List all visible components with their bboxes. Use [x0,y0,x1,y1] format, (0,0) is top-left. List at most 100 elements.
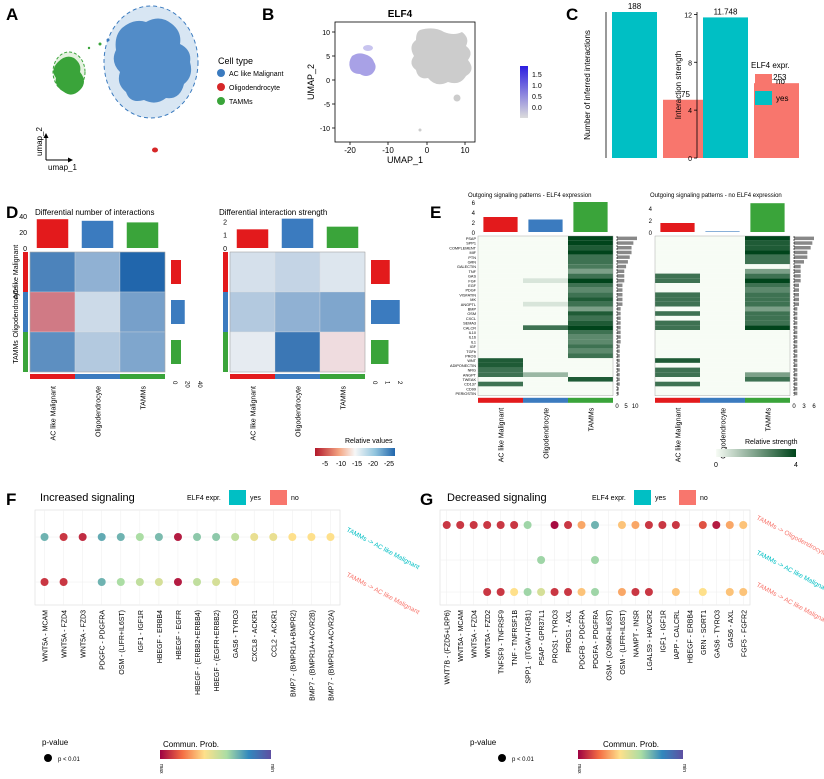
b-y-ticks: 10 5 0 -5 -10 [320,30,335,133]
legend-swatch [755,74,772,88]
dot [510,521,519,529]
heatmap-cell [568,306,613,312]
pathway-label: PROS [465,354,476,358]
dot [483,588,492,596]
heatmap-cell [700,330,745,335]
e-scale-title: Relative strength [745,439,798,446]
heatmap-cell [655,268,700,274]
heatmap-cell [478,377,523,382]
pathway-label: CXCL [466,317,476,321]
heatmap-cell [523,391,568,396]
heatmap-cell [478,325,523,330]
heatmap-frame [654,235,791,397]
g-legend-no: no [700,495,708,502]
heatmap-cell [568,301,613,307]
ac-malignant-cluster [113,18,192,103]
col-sum-bar [660,223,695,232]
heatmap-cell [523,245,568,251]
pair-label: GRN - SORT1 [701,610,708,655]
row-sum-bar [617,321,621,325]
pair-label: CXCL8 - ACKR1 [252,610,259,662]
heatmap-cell [655,391,700,396]
row-sum-bar [617,278,625,283]
heatmap-cell [568,330,613,335]
heatmap-cell [655,287,700,293]
heatmap-cell [568,297,613,302]
col-color-strip [120,374,165,379]
side-tick-label: 6 [812,404,816,410]
pathway-label: ANGPT [463,373,477,377]
top-tick-label: 2 [223,219,227,226]
row-label: TAMMs -> AC like Malignant [345,572,421,617]
bar-chart-strength: Interaction strength 11.748 6.253 0 4 8 12 [674,7,799,163]
pair-label: HBEGF - ERBB4 [157,610,164,663]
heatmap-cell [523,330,568,335]
pair-label: BMP7 - (BMPR1A+BMPR2) [290,610,297,697]
heatmap-cell [523,339,568,345]
heatmap-cell [478,287,523,293]
heatmap-cell [478,344,523,349]
row-sum-bar [794,340,798,344]
heatmap-cell [655,372,700,377]
row-color-strip [223,332,228,372]
colorbar-tick-label: 0.0 [532,105,542,112]
heatmap-cell [523,278,568,283]
heatmap-cell [478,386,523,392]
colorbar-tick-label: 1.5 [532,72,542,79]
g-prob-min: min [681,764,687,772]
row-sum-bar [617,311,621,316]
col-color-strip [568,397,613,403]
row-sum-bar [617,246,632,250]
x-tick-label: -20 [344,146,356,155]
heatmap-cell [745,344,790,349]
heatmap-cell [478,339,523,345]
heatmap-cell [745,391,790,396]
dot [496,521,505,529]
heatmap-cell [655,325,700,330]
col-sum-bar [750,203,785,232]
row-label: TAMMs [13,340,20,364]
heatmap-cell [568,259,613,265]
heatmap-cell [568,245,613,251]
tamms-cluster [53,56,84,95]
dot [456,521,465,529]
heatmap-cell [74,291,121,333]
heatmap-cell [655,386,700,392]
heatmap-cell [74,251,121,293]
col-label: TAMMs [766,407,773,431]
col-color-strip [745,397,790,403]
row-sum-bar [794,387,798,391]
pathway-label: IL10 [469,331,476,335]
heatmap-cell [523,273,568,279]
heatmap-cell [745,301,790,307]
side-tick-label: 3 [802,404,806,410]
pathway-label: CD99 [466,387,476,391]
heatmap-cell [478,264,523,269]
heatmap-cell [568,358,613,363]
dot [269,533,278,541]
heatmap-cell [655,306,700,312]
heatmap-cell [700,372,745,377]
pathway-label: GAS [468,275,476,279]
row-sum-bar [171,340,181,364]
bar-yes [703,17,748,158]
pair-label: GAS6 - TYRO3 [233,610,240,658]
pair-label: OSM - (OSMR+IL6ST) [606,610,613,681]
dot [40,533,49,541]
pair-label: PROS1 - AXL [566,610,573,653]
heatmap-cell [478,358,523,363]
side-tick-label: 0 [371,381,377,385]
panel-b-letter: B [262,5,274,24]
heatmap-cell [745,386,790,392]
dot [631,521,640,529]
row-sum-bar [617,302,623,306]
row-sum-bar [794,297,799,302]
pathway-label: TNF [469,270,477,274]
heatmap-cell [568,268,613,274]
heatmap-cell [319,331,366,373]
row-sum-bar [617,368,620,372]
dot [469,521,478,529]
top-tick-label: 20 [19,230,27,237]
heatmap-cell [29,251,76,293]
